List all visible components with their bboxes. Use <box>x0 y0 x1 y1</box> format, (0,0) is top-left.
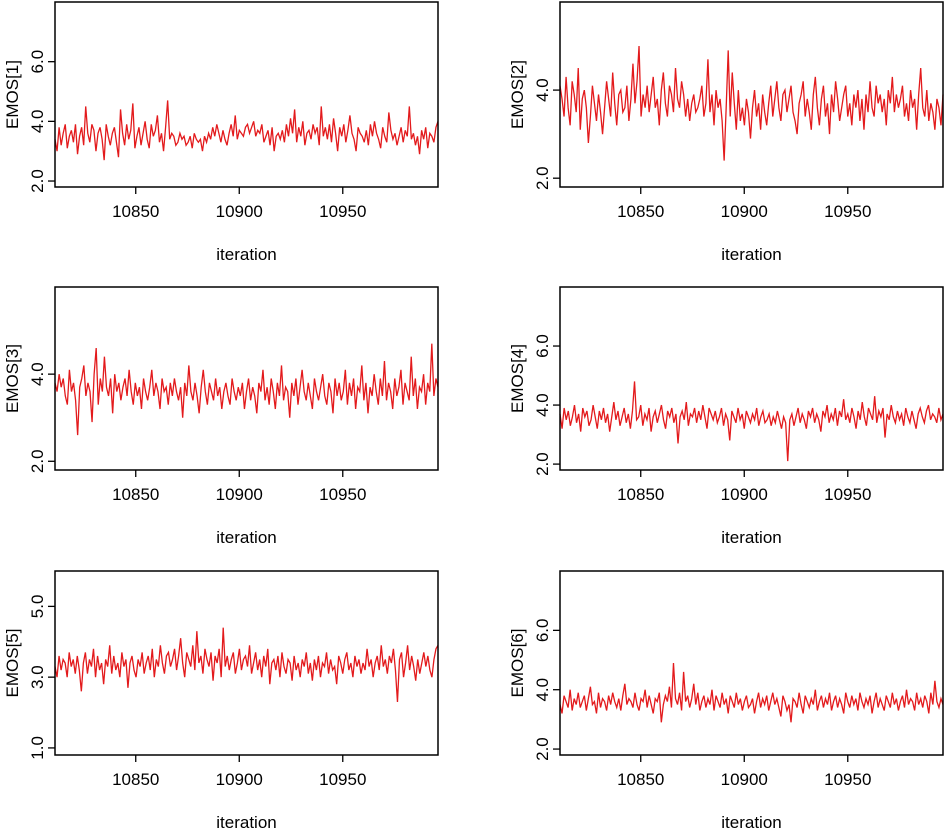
plot-frame <box>559 286 944 471</box>
x-tick-label: 10950 <box>824 202 871 221</box>
trace-line-4 <box>559 381 944 462</box>
x-tick-label: 10950 <box>319 202 366 221</box>
trace-panel-3: 10850 10900 10950 2.0 4.0 iteration EMOS[3] <box>3 286 439 547</box>
x-tick-label: 10900 <box>216 485 263 504</box>
x-tick-label: 10950 <box>824 770 871 789</box>
y-tick-label: 2.0 <box>533 452 552 476</box>
x-tick-label: 10900 <box>721 485 768 504</box>
y-tick-label: 6.0 <box>533 334 552 358</box>
trace-panel-1: 10850 10900 10950 2.0 4.0 6.0 iteration EMOS[1] <box>3 1 439 264</box>
y-axis-label: EMOS[6] <box>508 629 527 698</box>
plot-frame <box>54 1 439 188</box>
y-tick-label: 4.0 <box>28 110 47 134</box>
x-tick-label: 10850 <box>617 770 664 789</box>
x-axis-label: iteration <box>216 528 276 547</box>
y-tick-label: 2.0 <box>533 166 552 190</box>
x-tick-label: 10850 <box>617 485 664 504</box>
trace-line-3 <box>54 343 439 436</box>
x-tick-label: 10850 <box>112 770 159 789</box>
y-axis-label: EMOS[5] <box>3 629 22 698</box>
x-tick-label: 10900 <box>721 770 768 789</box>
y-tick-label: 2.0 <box>28 449 47 473</box>
y-tick-label: 2.0 <box>533 737 552 761</box>
x-axis-label: iteration <box>721 813 781 832</box>
x-tick-label: 10950 <box>824 485 871 504</box>
y-axis-label: EMOS[1] <box>3 60 22 129</box>
x-axis-label: iteration <box>216 813 276 832</box>
y-tick-label: 1.0 <box>28 736 47 760</box>
trace-panel-5: 10850 10900 10950 1.0 3.0 5.0 iteration EMOS[5] <box>3 570 439 832</box>
y-tick-label: 4.0 <box>533 393 552 417</box>
x-axis-label: iteration <box>721 245 781 264</box>
x-axis-label: iteration <box>721 528 781 547</box>
trace-line-5 <box>54 627 439 702</box>
y-tick-label: 3.0 <box>28 665 47 689</box>
y-tick-label: 4.0 <box>533 678 552 702</box>
x-axis-label: iteration <box>216 245 276 264</box>
x-tick-label: 10900 <box>216 202 263 221</box>
trace-line-6 <box>559 662 944 723</box>
y-axis-label: EMOS[3] <box>3 344 22 413</box>
y-tick-label: 6.0 <box>28 50 47 74</box>
y-tick-label: 4.0 <box>28 362 47 386</box>
x-tick-label: 10900 <box>721 202 768 221</box>
y-tick-label: 2.0 <box>28 169 47 193</box>
x-tick-label: 10900 <box>216 770 263 789</box>
x-tick-label: 10850 <box>112 485 159 504</box>
trace-panel-4: 10850 10900 10950 2.0 4.0 6.0 iteration EMOS[4] <box>508 286 944 547</box>
trace-line-2 <box>559 46 944 161</box>
y-tick-label: 6.0 <box>533 619 552 643</box>
plot-frame <box>54 570 439 756</box>
plot-frame <box>559 1 944 188</box>
x-tick-label: 10950 <box>319 770 366 789</box>
trace-panel-2: 10850 10900 10950 2.0 4.0 iteration EMOS[2] <box>508 1 944 264</box>
plot-frame <box>559 570 944 756</box>
x-tick-label: 10850 <box>112 202 159 221</box>
trace-panel-6: 10850 10900 10950 2.0 4.0 6.0 iteration EMOS[6] <box>508 570 944 832</box>
y-tick-label: 4.0 <box>533 78 552 102</box>
y-axis-label: EMOS[4] <box>508 344 527 413</box>
trace-line-1 <box>54 100 439 161</box>
x-tick-label: 10950 <box>319 485 366 504</box>
x-tick-label: 10850 <box>617 202 664 221</box>
plot-frame <box>54 286 439 471</box>
y-axis-label: EMOS[2] <box>508 60 527 129</box>
y-tick-label: 5.0 <box>28 595 47 619</box>
